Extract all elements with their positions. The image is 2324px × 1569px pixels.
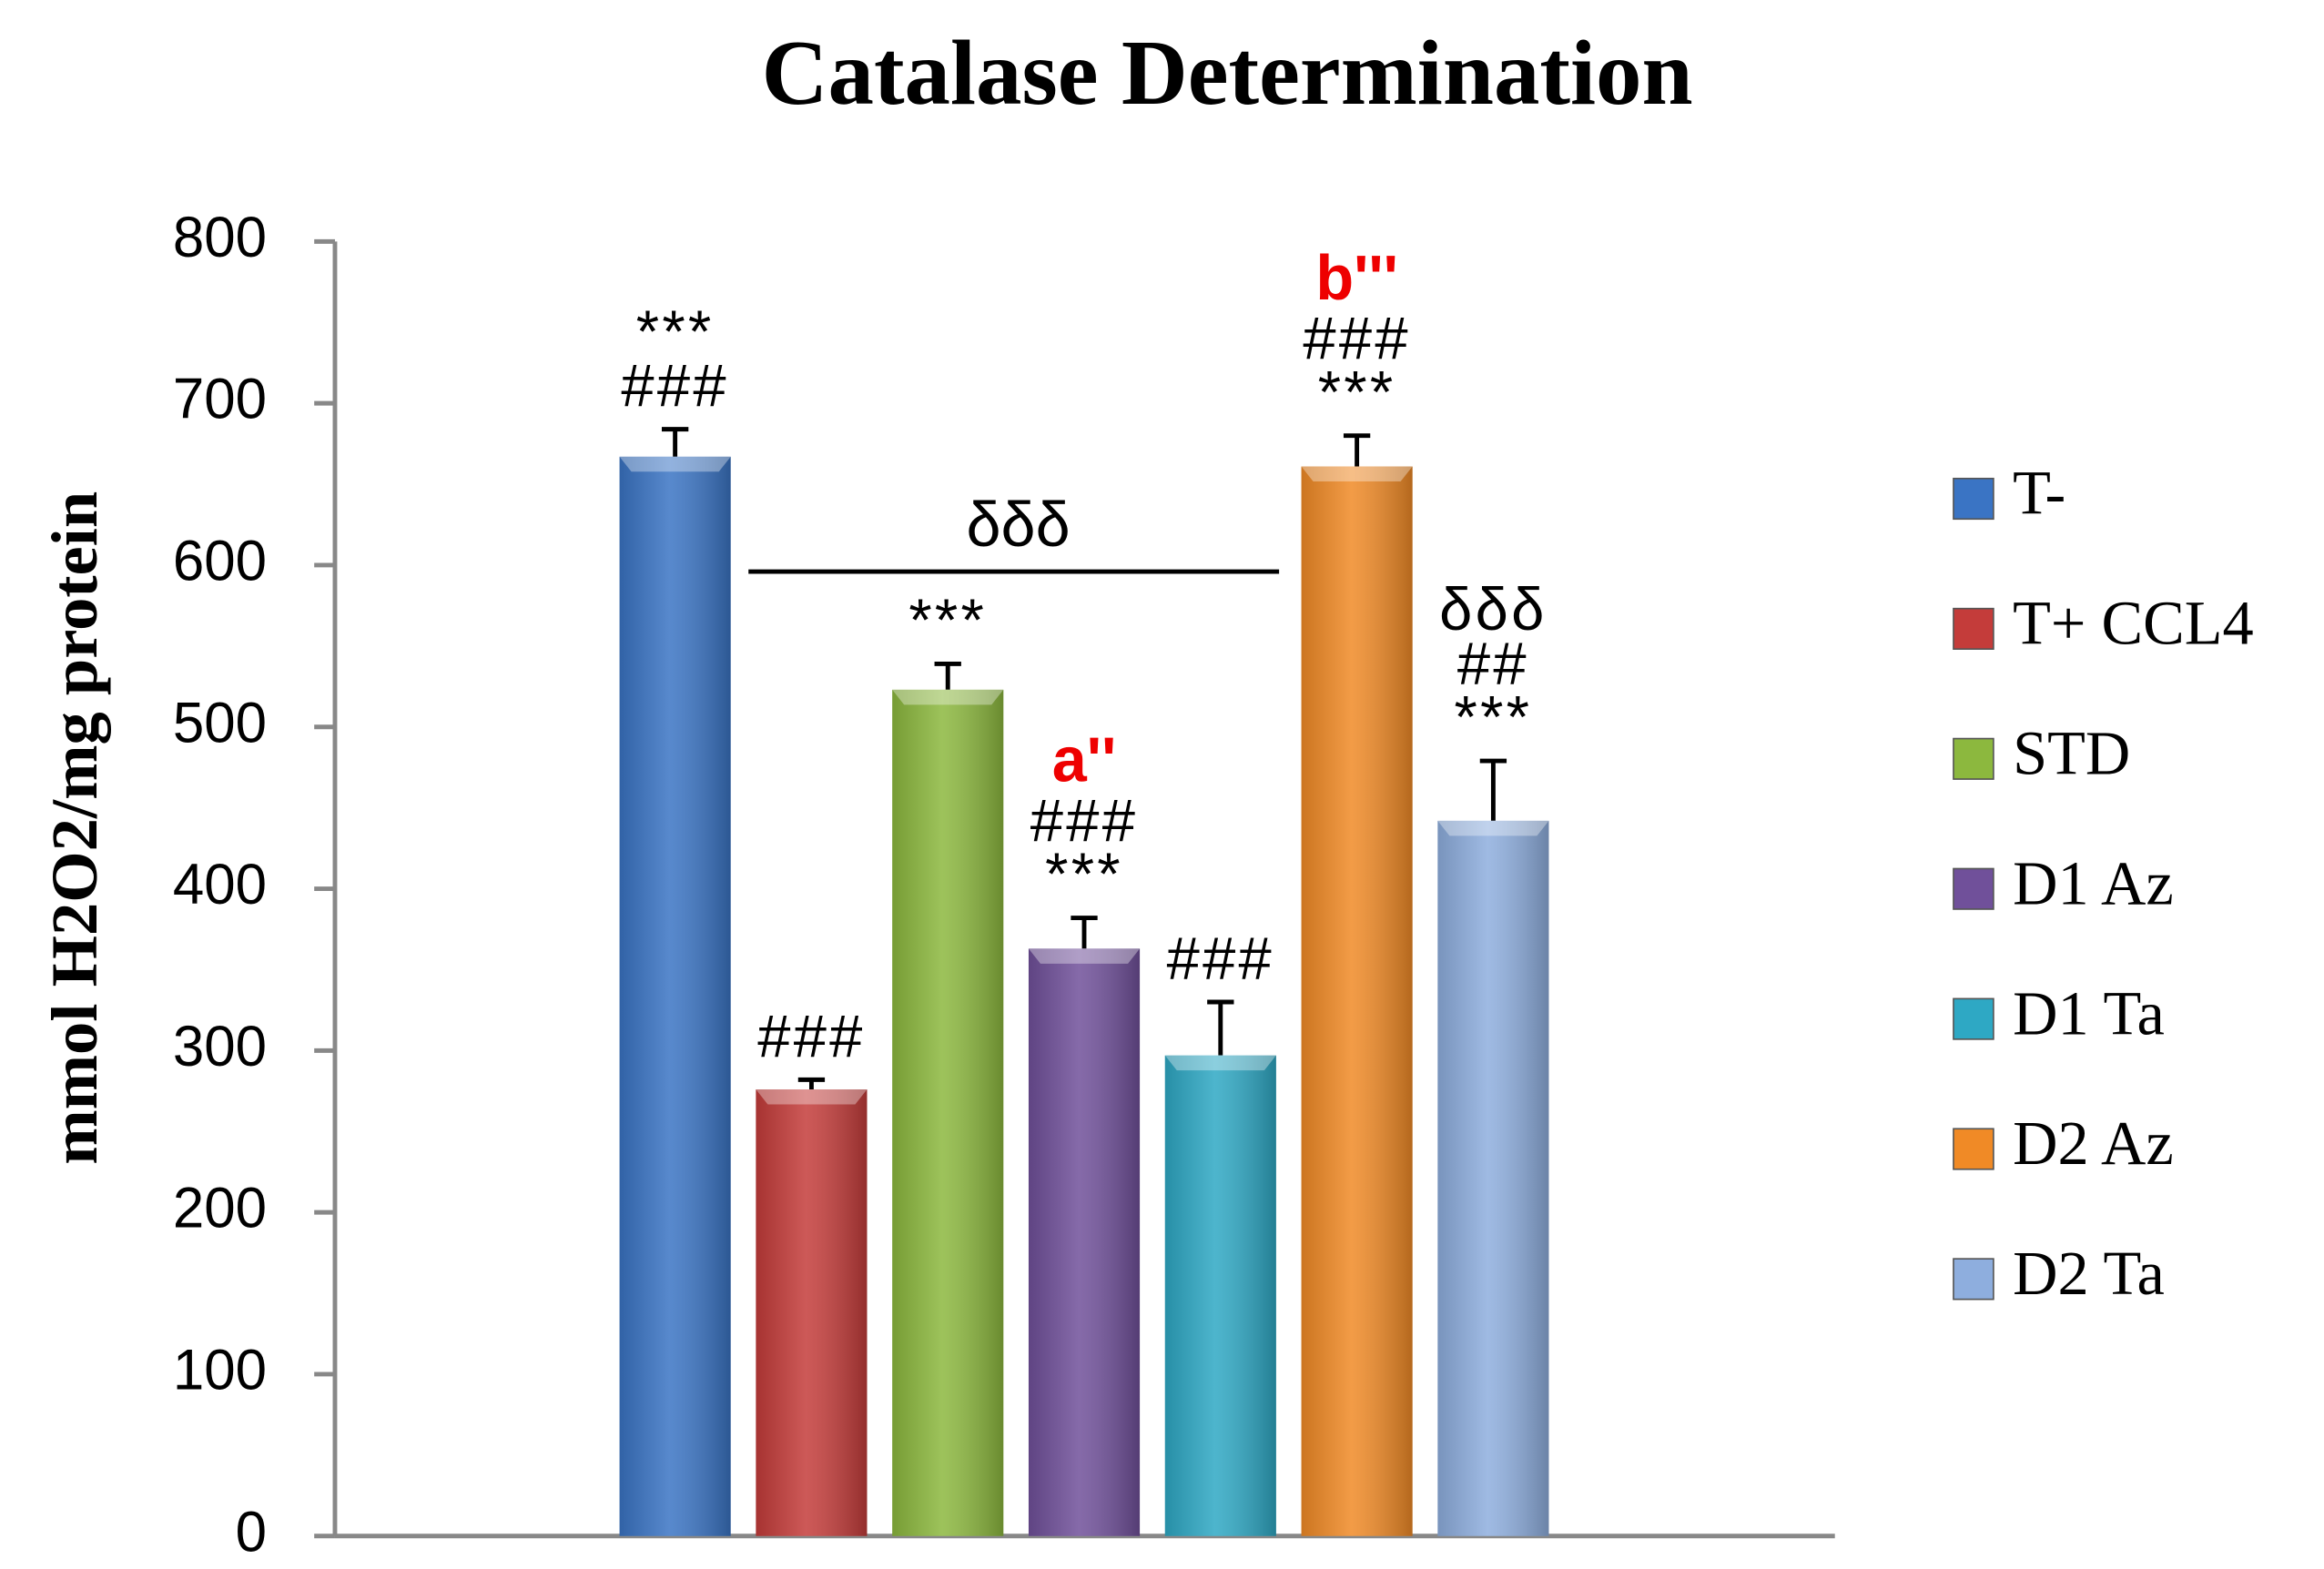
bracket-label: δδδ — [966, 490, 1070, 560]
significance-label: ## — [1457, 630, 1529, 696]
bar-bevel — [1301, 466, 1413, 481]
legend-label: D2 Ta — [2013, 1239, 2165, 1308]
significance-label: *** — [908, 587, 987, 653]
legend-label: STD — [2013, 718, 2130, 787]
y-tick-label: 600 — [173, 530, 267, 592]
bar-shine — [756, 1089, 868, 1536]
bar-shine — [892, 689, 1004, 1536]
legend-swatch — [1953, 1128, 1994, 1170]
legend-label: D1 Az — [2013, 848, 2174, 917]
bar-bevel — [892, 689, 1004, 705]
bar-bevel — [1028, 948, 1141, 964]
bar-bevel — [1437, 820, 1549, 836]
legend-swatch — [1953, 737, 1994, 780]
legend-swatch — [1953, 867, 1994, 910]
legend-label: D2 Az — [2013, 1108, 2174, 1178]
legend-swatch — [1953, 997, 1994, 1040]
y-tick-label: 100 — [173, 1339, 267, 1402]
significance-label: ### — [1030, 786, 1138, 853]
significance-label: ### — [1167, 925, 1274, 991]
legend-swatch — [1953, 1258, 1994, 1301]
bar-shine — [1301, 466, 1413, 1536]
y-tick-label: 200 — [173, 1177, 267, 1240]
legend-label: T- — [2013, 458, 2065, 527]
bar-shine — [1028, 948, 1141, 1536]
bar-shine — [619, 456, 731, 1536]
significance-label: *** — [1045, 841, 1123, 907]
y-tick-label: 0 — [236, 1501, 267, 1564]
y-axis-label: mmol H2O2/mg protein — [38, 491, 111, 1165]
chart-title: Catalase Determination — [762, 21, 1693, 125]
significance-label: *** — [1318, 359, 1396, 425]
legend-label: T+ CCL4 — [2013, 588, 2254, 657]
legend-swatch — [1953, 607, 1994, 650]
significance-label: ### — [1303, 305, 1410, 371]
significance-label: ### — [621, 352, 728, 419]
y-tick-label: 700 — [173, 368, 267, 430]
highlight-label: b''' — [1315, 243, 1398, 313]
bar-bevel — [1164, 1055, 1276, 1071]
y-tick-label: 800 — [173, 207, 267, 269]
y-tick-label: 300 — [173, 1016, 267, 1078]
bar-bevel — [619, 456, 731, 472]
y-tick-label: 500 — [173, 692, 267, 754]
bar-shine — [1164, 1055, 1276, 1536]
significance-label: ### — [757, 1003, 865, 1069]
significance-label: *** — [636, 298, 715, 364]
highlight-label: a'' — [1052, 724, 1117, 795]
bar-bevel — [756, 1089, 868, 1105]
significance-label: *** — [1455, 683, 1533, 750]
legend-label: D1 Ta — [2013, 978, 2165, 1048]
y-tick-label: 400 — [173, 854, 267, 916]
bar-shine — [1437, 820, 1549, 1536]
legend-swatch — [1953, 477, 1994, 521]
significance-label: δδδ — [1439, 576, 1548, 643]
